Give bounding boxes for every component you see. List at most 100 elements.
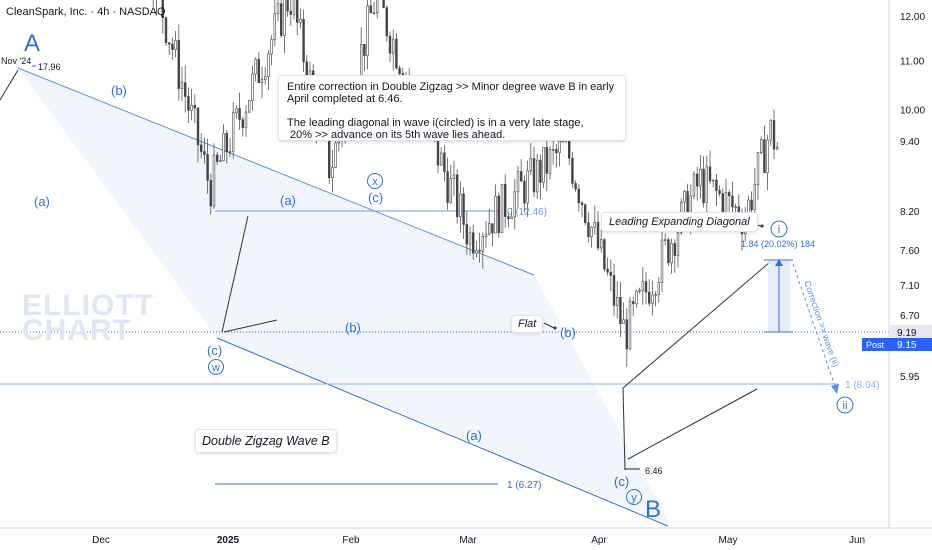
candle-body-159 — [513, 191, 517, 218]
candle-body-80 — [260, 79, 264, 83]
candle-body-200 — [644, 281, 648, 293]
candle-body-67 — [219, 160, 222, 162]
high-date-badge — [0, 55, 32, 67]
candle-body-73 — [238, 108, 241, 120]
candle-body-115 — [372, 12, 376, 15]
wave-label-i: i — [778, 224, 780, 236]
candle-body-120 — [388, 35, 392, 54]
candle-body-187 — [603, 239, 606, 270]
candle-body-81 — [263, 76, 267, 80]
candle-body-240 — [772, 120, 776, 150]
candle-body-61 — [200, 144, 203, 152]
candle-body-112 — [363, 43, 366, 56]
note-line-2: The leading diagonal in wave i(circled) … — [287, 117, 617, 141]
candle-body-235 — [756, 152, 760, 186]
candle-body-153 — [494, 195, 497, 234]
candle-body-86 — [279, 3, 283, 36]
candle-body-54 — [177, 40, 180, 89]
candle-body-226 — [727, 192, 731, 197]
callout-leader-flat-dot — [553, 326, 557, 330]
price-tick-11: 8.20 — [900, 207, 920, 218]
candle-body-165 — [532, 158, 536, 193]
channel-upper-line — [17, 67, 535, 276]
candle-body-121 — [391, 38, 395, 54]
wave-label-w: w — [211, 362, 220, 374]
last-price-value: 9.19 — [897, 328, 917, 339]
candle-body-91 — [295, 0, 299, 23]
candle-body-144 — [465, 224, 468, 245]
candle-body-64 — [209, 180, 212, 207]
candle-body-76 — [248, 100, 251, 113]
projection-label: Correction >> wave (ii) — [802, 279, 841, 368]
channel-lower-line — [216, 337, 669, 527]
candle-body-205 — [660, 239, 664, 283]
wave-circle-ii — [836, 396, 854, 414]
price-tick-9: 10.00 — [900, 105, 925, 116]
wave-label-b-mar: (b) — [560, 325, 576, 340]
candle-body-68 — [222, 133, 225, 161]
wave-circle-w — [208, 359, 224, 375]
candle-body-186 — [599, 239, 603, 249]
candle-body-216 — [695, 173, 699, 187]
candle-body-139 — [449, 178, 452, 203]
wave-label-a-mar: (a) — [466, 428, 482, 443]
candle-body-219 — [705, 166, 709, 203]
candle-body-136 — [439, 152, 443, 166]
post-badge-bg — [862, 338, 890, 351]
candle-body-193 — [622, 319, 625, 325]
high-date-label: Nov '24 — [1, 56, 31, 66]
candle-body-114 — [369, 5, 372, 14]
candle-body-166 — [535, 159, 539, 193]
watermark-line-2: CHART — [22, 314, 132, 347]
target-label: 1.84 (20.02%) 184 — [741, 239, 815, 249]
candle-body-218 — [702, 168, 705, 203]
projection-arrow-line — [792, 263, 837, 390]
candle-body-151 — [487, 223, 491, 235]
candle-body-209 — [673, 243, 677, 256]
candle-body-145 — [468, 232, 472, 245]
time-tick-1: 2025 — [217, 535, 240, 546]
candle-body-223 — [718, 190, 721, 194]
wedge-line-upper — [221, 215, 249, 333]
candle-body-199 — [641, 281, 645, 291]
candle-body-123 — [398, 67, 401, 74]
diagonal-upper-line — [622, 261, 771, 389]
candle-body-157 — [507, 216, 510, 219]
candle-body-207 — [667, 239, 670, 264]
candle-body-119 — [385, 7, 388, 37]
candle-body-215 — [692, 173, 696, 197]
candle-body-70 — [228, 150, 232, 153]
price-tick-12: 7.60 — [900, 246, 920, 257]
level-label-0: 0 (12.46) — [507, 207, 547, 218]
candle-body-87 — [283, 0, 286, 36]
candle-body-170 — [548, 149, 552, 174]
wave-label-c-dec: (c) — [207, 343, 222, 358]
projection-arrow-head — [831, 384, 839, 394]
candle-body-147 — [475, 249, 478, 254]
candle-body-168 — [542, 147, 545, 183]
candle-body-152 — [491, 223, 494, 234]
wave-label-c-feb: (c) — [368, 190, 383, 205]
candle-body-221 — [711, 179, 715, 182]
candle-body-77 — [251, 73, 254, 101]
candle-body-188 — [606, 268, 609, 273]
candle-body-90 — [292, 0, 296, 15]
time-tick-6: Jun — [849, 535, 865, 546]
candle-body-56 — [184, 82, 187, 97]
candle-body-185 — [596, 222, 600, 249]
candle-body-62 — [203, 151, 206, 155]
wave-label-y: y — [631, 492, 637, 504]
time-tick-3: Mar — [459, 535, 477, 546]
time-tick-4: Apr — [591, 535, 607, 546]
candle-body-143 — [462, 193, 465, 225]
candle-body-65 — [212, 154, 216, 207]
note-line-2b: 20% >> advance on its 5th wave lies ahea… — [287, 129, 506, 141]
level-label-1-low: 1 (6.27) — [507, 480, 541, 491]
time-tick-5: May — [719, 535, 738, 546]
wedge-line-lower — [223, 319, 278, 333]
candle-body-79 — [257, 58, 260, 83]
candle-body-163 — [526, 170, 529, 204]
candle-body-179 — [577, 188, 581, 204]
candle-body-89 — [289, 10, 292, 15]
candle-body-210 — [676, 232, 680, 256]
